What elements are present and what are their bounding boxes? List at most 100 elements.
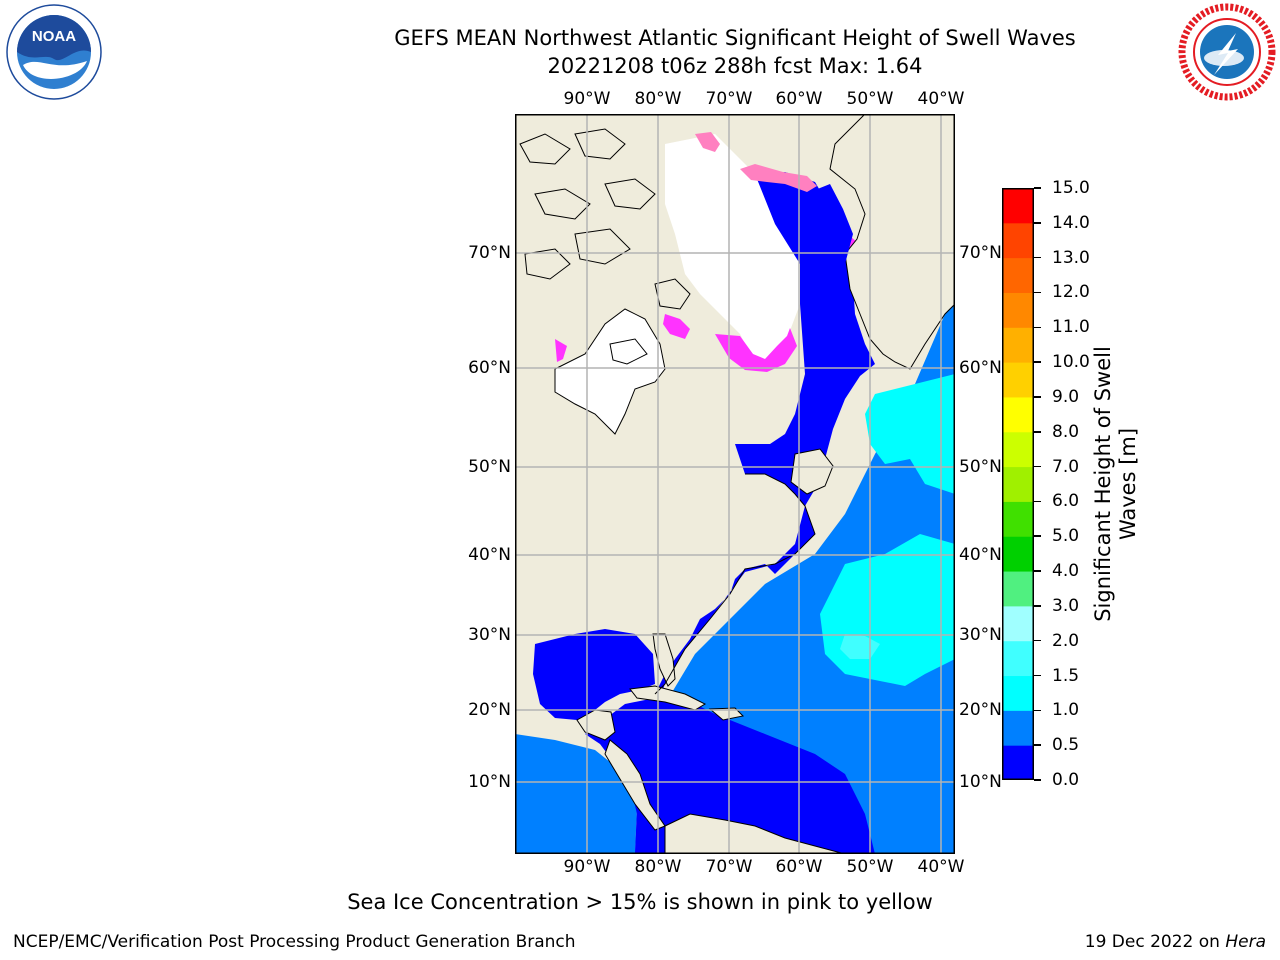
date-prefix: 19 Dec 2022 on: [1084, 932, 1226, 952]
colorbar-segment: [1002, 536, 1034, 572]
lat-label-left-60n: 60°N: [468, 358, 511, 378]
colorbar-segment: [1002, 362, 1034, 398]
colorbar-segment: [1002, 710, 1034, 746]
colorbar-tick-label: 9.0: [1052, 386, 1080, 407]
colorbar-tick-mark: [1034, 396, 1041, 398]
ocean-pacific: [515, 734, 637, 854]
colorbar-tick-mark: [1034, 361, 1041, 363]
nws-logo: [1178, 3, 1276, 101]
newfoundland: [790, 448, 834, 495]
ocean-gulf-of-mexico: [533, 629, 655, 720]
colorbar-segment: [1002, 605, 1034, 642]
lat-label-left-40n: 40°N: [468, 545, 511, 565]
colorbar-tick-label: 14.0: [1052, 212, 1090, 233]
central-america: [604, 739, 666, 831]
colorbar-segment: [1002, 431, 1034, 468]
colorbar-tick-mark: [1034, 326, 1041, 329]
lon-label-bottom-90w: 90°W: [563, 857, 611, 877]
lat-label-right-60n: 60°N: [959, 358, 1002, 378]
colorbar-tick-mark: [1034, 744, 1041, 746]
lat-label-left-20n: 20°N: [468, 700, 511, 720]
sea-ice-edge-hudson-strait: [663, 314, 690, 339]
sea-ice-baffin: [665, 134, 800, 359]
lon-label-bottom-50w: 50°W: [846, 857, 894, 877]
lon-label-bottom-60w: 60°W: [775, 857, 823, 877]
sea-ice-edge-baffin: [740, 164, 817, 192]
colorbar-segment: [1002, 222, 1034, 259]
colorbar-tick-mark: [1034, 605, 1041, 607]
colorbar-tick-mark: [1034, 639, 1041, 642]
credit-text: NCEP/EMC/Verification Post Processing Pr…: [13, 932, 576, 952]
colorbar-segment: [1002, 257, 1034, 293]
lat-label-left-70n: 70°N: [468, 243, 511, 263]
colorbar-segment: [1002, 292, 1034, 328]
colorbar-segment: [1002, 745, 1034, 780]
host-name: Hera: [1225, 932, 1266, 952]
lon-label-bottom-40w: 40°W: [917, 857, 965, 877]
lat-label-right-30n: 30°N: [959, 625, 1002, 645]
colorbar-tick-label: 0.0: [1052, 770, 1080, 790]
svg-text:NOAA: NOAA: [32, 28, 76, 45]
colorbar-label-line1: Significant Height of Swell: [1091, 346, 1115, 622]
lat-label-right-70n: 70°N: [959, 243, 1002, 263]
swell-1p0-north: [865, 374, 955, 494]
colorbar-segment: [1002, 188, 1034, 224]
colorbar-tick-mark: [1034, 709, 1041, 712]
arctic-islands: [519, 128, 691, 365]
colorbar-tick-label: 1.5: [1052, 665, 1080, 686]
colorbar-segment: [1002, 501, 1034, 537]
colorbar-segment: [1002, 675, 1034, 711]
hispaniola: [708, 707, 745, 721]
colorbar-segment: [1002, 396, 1034, 433]
graticule: [515, 114, 955, 854]
colorbar: [1002, 188, 1034, 780]
colorbar-tick-label: 12.0: [1052, 282, 1090, 303]
lon-label-top-40w: 40°W: [917, 89, 965, 109]
greenland: [829, 114, 955, 370]
lat-label-right-20n: 20°N: [959, 700, 1002, 720]
colorbar-tick-label: 8.0: [1052, 421, 1080, 442]
colorbar-tick-label: 4.0: [1052, 561, 1080, 582]
colorbar-tick-label: 11.0: [1052, 317, 1090, 338]
colorbar-segment: [1002, 466, 1034, 502]
colorbar-tick-label: 10.0: [1052, 352, 1090, 373]
sea-ice-hudson-bay: [555, 309, 665, 434]
colorbar-tick-mark: [1034, 500, 1041, 503]
lat-label-right-50n: 50°N: [959, 457, 1002, 477]
colorbar-tick-mark: [1034, 222, 1041, 224]
lat-label-left-10n: 10°N: [468, 772, 511, 792]
colorbar-tick-label: 6.0: [1052, 491, 1080, 512]
map: [515, 114, 955, 854]
colorbar-segment: [1002, 640, 1034, 677]
lat-label-left-50n: 50°N: [468, 457, 511, 477]
colorbar-tick-mark: [1034, 187, 1041, 189]
colorbar-segment: [1002, 571, 1034, 607]
south-america: [664, 813, 846, 854]
lat-label-right-10n: 10°N: [959, 772, 1002, 792]
colorbar-tick-label: 0.5: [1052, 735, 1080, 756]
lon-label-bottom-70w: 70°W: [705, 857, 753, 877]
lat-label-left-30n: 30°N: [468, 625, 511, 645]
colorbar-tick-mark: [1034, 674, 1041, 677]
lon-label-top-60w: 60°W: [775, 89, 823, 109]
colorbar-tick-mark: [1034, 256, 1041, 259]
sea-ice-footnote: Sea Ice Concentration > 15% is shown in …: [347, 890, 933, 914]
lon-label-top-50w: 50°W: [846, 89, 894, 109]
lon-label-top-90w: 90°W: [563, 89, 611, 109]
colorbar-tick-label: 1.0: [1052, 700, 1080, 721]
noaa-logo: NOAA: [6, 4, 102, 100]
cuba: [629, 685, 707, 711]
date-text: 19 Dec 2022 on Hera: [1085, 932, 1266, 952]
lon-label-top-80w: 80°W: [634, 89, 682, 109]
lat-label-right-40n: 40°N: [959, 545, 1002, 565]
chart-title: GEFS MEAN Northwest Atlantic Significant…: [394, 26, 1076, 50]
colorbar-tick-mark: [1034, 431, 1041, 433]
sea-ice-edge-labrador: [715, 328, 797, 372]
colorbar-tick-label: 7.0: [1052, 456, 1080, 477]
colorbar-tick-label: 15.0: [1052, 178, 1090, 198]
colorbar-tick-mark: [1034, 291, 1041, 294]
colorbar-tick-mark: [1034, 570, 1041, 572]
colorbar-tick-mark: [1034, 779, 1041, 781]
lon-label-top-70w: 70°W: [705, 89, 753, 109]
colorbar-tick-label: 13.0: [1052, 247, 1090, 268]
